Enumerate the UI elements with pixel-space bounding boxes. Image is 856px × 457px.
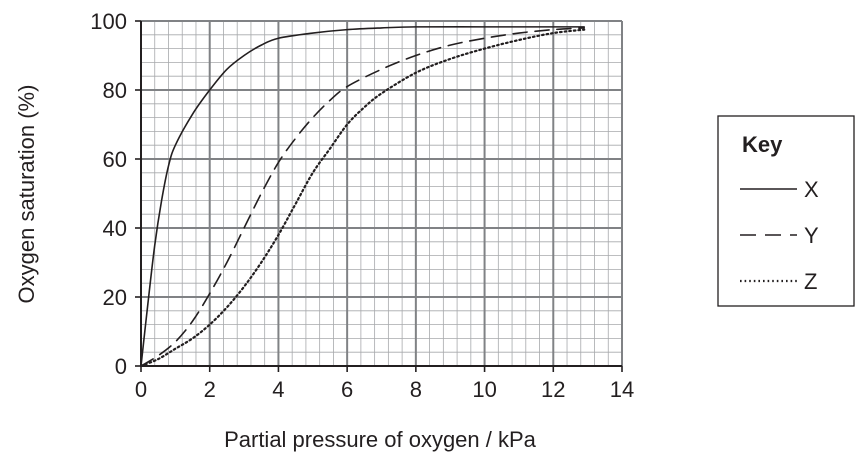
x-axis-title: Partial pressure of oxygen / kPa: [224, 427, 537, 452]
x-tick-label: 0: [135, 377, 147, 402]
legend-label-x: X: [804, 177, 819, 202]
y-axis-title: Oxygen saturation (%): [14, 85, 39, 304]
x-tick-label: 2: [204, 377, 216, 402]
x-tick-label: 12: [541, 377, 565, 402]
x-tick-label: 4: [272, 377, 284, 402]
y-tick-label: 20: [103, 285, 127, 310]
series-line-z: [139, 28, 586, 368]
y-tick-label: 40: [103, 216, 127, 241]
minor-grid: [140, 20, 623, 367]
y-tick-labels: 0 20 40 60 80 100: [90, 9, 127, 379]
x-tick-label: 10: [472, 377, 496, 402]
y-tick-label: 100: [90, 9, 127, 34]
y-tick-label: 80: [103, 78, 127, 103]
x-tick-label: 8: [410, 377, 422, 402]
legend-title: Key: [742, 132, 783, 157]
x-tick-labels: 0 2 4 6 8 10 12 14: [135, 377, 634, 402]
y-tick-label: 60: [103, 147, 127, 172]
major-grid: [140, 20, 623, 367]
legend-label-z: Z: [804, 269, 817, 294]
x-tick-label: 6: [341, 377, 353, 402]
y-tick-label: 0: [115, 354, 127, 379]
x-tick-label: 14: [610, 377, 634, 402]
legend-items: XYZ: [740, 177, 819, 294]
series-line-y: [140, 27, 586, 367]
legend-box: [717, 115, 855, 307]
series-lines: [139, 25, 586, 368]
legend: Key XYZ: [717, 115, 855, 307]
series-line-x: [140, 25, 586, 367]
legend-label-y: Y: [804, 223, 819, 248]
axes: [135, 20, 623, 372]
